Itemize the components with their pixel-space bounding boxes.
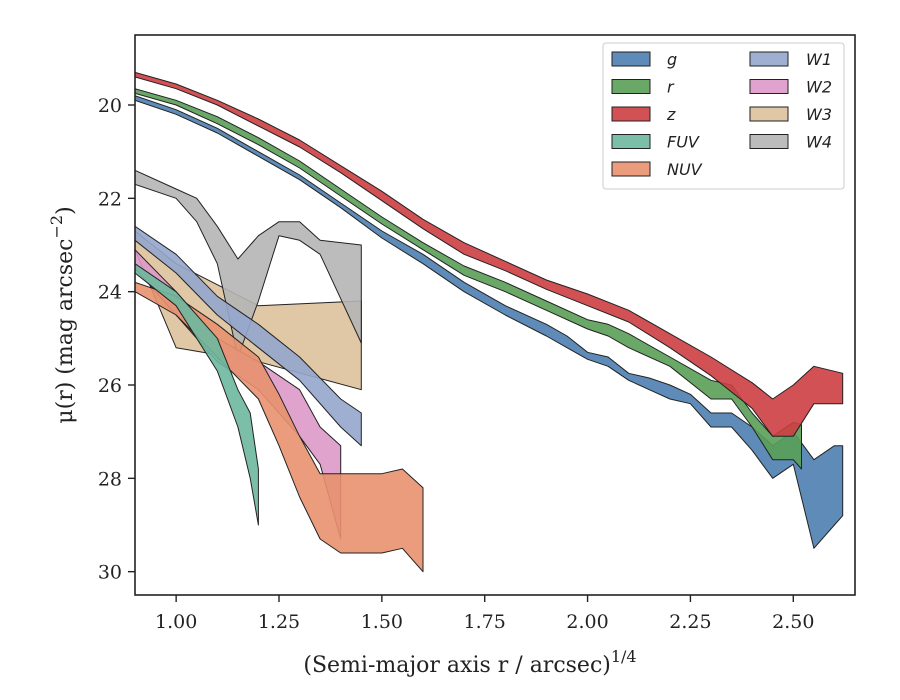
legend-label-nuv: NUV [667,160,703,179]
legend-swatch-z [611,106,651,122]
plot-frame [134,34,856,596]
axis-layer: 1.00 1.25 1.50 1.75 2.00 2.25 2.50 20 22 24 26 28 30 [98,95,815,633]
series-band-r [135,88,802,470]
legend-label-fuv: FUV [667,133,700,152]
series-band-w4 [135,169,362,358]
series-band-g [135,95,844,549]
x-tick-label: 1.00 [155,611,197,633]
legend-swatch-g [611,51,651,67]
legend-swatch-r [611,79,651,94]
y-tick-label: 26 [98,375,122,397]
legend-swatch-nuv [611,161,651,177]
legend-label-z: z [666,105,676,124]
series-band-w1 [135,225,362,447]
x-tick-label: 1.25 [258,611,300,633]
legend-swatch-w3 [749,106,789,122]
series-band-nuv [135,281,424,573]
legend-label-w2: W2 [806,78,832,97]
y-tick-label: 30 [98,562,122,584]
legend-label-w4: W4 [806,133,832,152]
x-tick-label: 1.75 [464,611,506,633]
y-axis-label: μ(r) (mag arcsec−2) [47,206,78,423]
x-tick-label: 2.50 [772,611,814,633]
series-layer [135,71,844,573]
legend-swatch-w2 [749,79,789,94]
x-axis-label: (Semi-major axis r / arcsec)1/4 [303,647,636,678]
x-tick-label: 2.00 [566,611,608,633]
legend-label-r: r [667,78,675,97]
x-tick-label: 1.50 [361,611,403,633]
legend: grz FUV NUV W1 W2 W3 W4 [602,42,845,190]
legend-swatch-w4 [749,134,789,149]
y-tick-label: 20 [98,95,122,117]
y-tick-label: 22 [98,188,122,210]
legend-swatch-w1 [749,51,789,67]
y-tick-label: 28 [98,468,122,490]
legend-label-w3: W3 [806,105,832,124]
legend-swatch-fuv [611,134,651,149]
y-tick-label: 24 [98,282,122,304]
series-band-z [135,71,844,437]
series-band-fuv [135,263,259,526]
legend-label-g: g [667,50,677,69]
x-tick-label: 2.25 [669,611,711,633]
legend-label-w1: W1 [806,50,832,69]
